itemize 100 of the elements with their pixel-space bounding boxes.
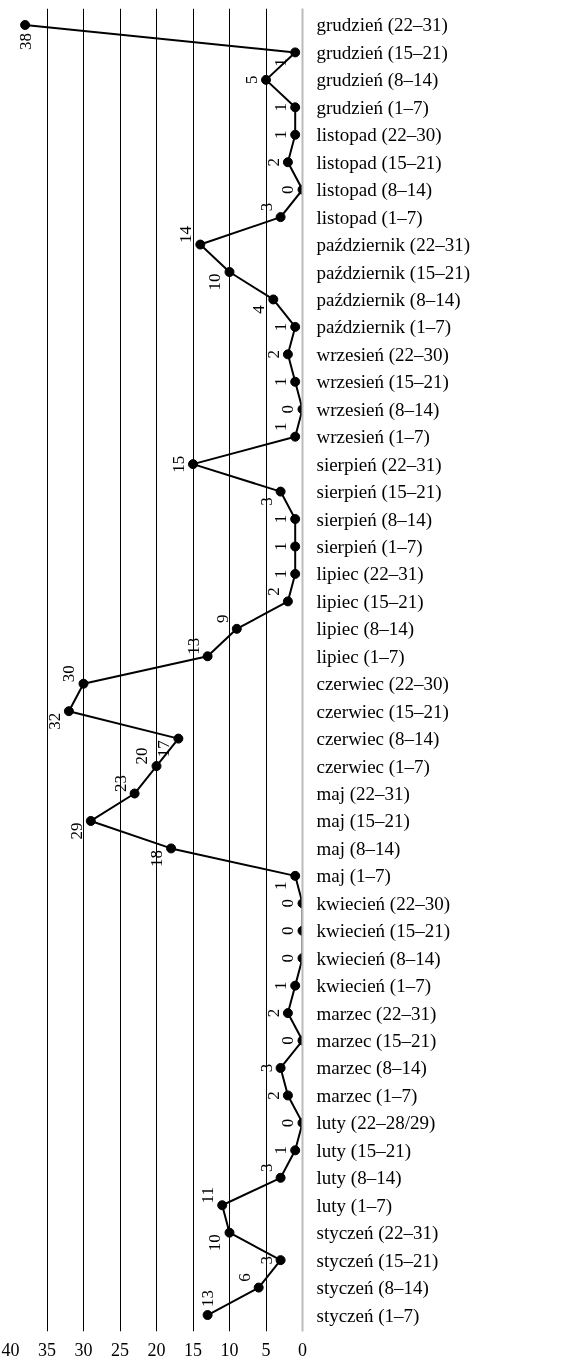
y-tick-label: listopad (8–14) <box>316 179 433 202</box>
data-label: 6 <box>234 1273 254 1282</box>
point <box>290 129 301 140</box>
data-label: 4 <box>249 304 269 314</box>
data-label: 10 <box>205 273 225 291</box>
point <box>290 1145 301 1156</box>
point <box>63 706 74 717</box>
x-tick-label: 30 <box>74 1339 93 1360</box>
point <box>20 19 31 30</box>
data-label: 1 <box>271 1146 291 1155</box>
data-label: 20 <box>132 747 152 765</box>
data-label: 0 <box>278 899 298 908</box>
y-tick-label: kwiecień (1–7) <box>316 975 431 998</box>
point <box>151 761 162 772</box>
y-tick-label: listopad (22–30) <box>316 124 442 147</box>
y-tick-label: luty (22–28/29) <box>316 1112 436 1135</box>
y-tick-label: lipiec (22–31) <box>316 563 424 586</box>
x-tick-label: 35 <box>38 1339 56 1360</box>
point <box>290 47 301 58</box>
y-tick-label: sierpień (1–7) <box>316 535 423 558</box>
y-tick-label: czerwiec (8–14) <box>316 728 440 751</box>
y-tick-label: sierpień (8–14) <box>316 508 433 531</box>
y-tick-label: lipiec (1–7) <box>316 645 405 668</box>
point <box>290 980 301 991</box>
y-tick-label: sierpień (22–31) <box>316 453 442 476</box>
y-tick-label: listopad (1–7) <box>316 206 423 229</box>
point <box>202 651 213 662</box>
data-label: 14 <box>176 225 196 244</box>
y-tick-label: marzec (8–14) <box>316 1057 427 1080</box>
data-label: 30 <box>59 665 79 683</box>
y-tick-label: wrzesień (8–14) <box>316 398 440 421</box>
y-tick-label: styczeń (22–31) <box>316 1222 439 1245</box>
y-tick-label: kwiecień (8–14) <box>316 947 441 970</box>
data-label: 15 <box>169 455 188 473</box>
data-label: 1 <box>271 881 291 891</box>
y-tick-label: lipiec (8–14) <box>316 618 415 641</box>
y-tick-label: marzec (1–7) <box>316 1084 418 1107</box>
point <box>224 267 235 277</box>
x-tick-label: 10 <box>220 1339 239 1360</box>
y-tick-label: marzec (22–31) <box>316 1002 437 1025</box>
data-label: 1 <box>271 569 291 579</box>
y-tick-label: styczeń (1–7) <box>316 1304 420 1327</box>
y-tick-label: maj (22–31) <box>316 783 410 806</box>
y-tick-label: październik (15–21) <box>316 261 471 284</box>
point <box>275 1255 286 1266</box>
point <box>282 1090 293 1101</box>
data-label: 2 <box>263 587 283 596</box>
data-label: 1 <box>271 103 291 112</box>
point <box>268 294 279 305</box>
data-label: 0 <box>278 404 298 414</box>
y-tick-label: styczeń (15–21) <box>316 1249 439 1272</box>
data-label: 1 <box>271 130 291 140</box>
point <box>275 486 286 497</box>
point <box>188 459 198 470</box>
point <box>290 376 301 387</box>
y-tick-label: lipiec (15–21) <box>316 590 424 613</box>
point <box>290 870 301 881</box>
y-tick-label: styczeń (8–14) <box>316 1277 429 1300</box>
y-tick-label: luty (1–7) <box>316 1194 392 1217</box>
data-label: 2 <box>263 1008 283 1018</box>
point <box>282 596 293 607</box>
y-tick-label: kwiecień (15–21) <box>316 920 450 943</box>
data-label: 10 <box>205 1234 225 1252</box>
point <box>290 102 301 113</box>
point <box>290 541 301 552</box>
y-tick-label: maj (15–21) <box>316 810 410 833</box>
y-tick-label: październik (22–31) <box>316 234 471 257</box>
data-label: 0 <box>278 1036 298 1045</box>
y-tick-label: październik (8–14) <box>316 288 461 311</box>
x-tick-label: 15 <box>184 1339 202 1360</box>
data-label: 5 <box>242 75 261 85</box>
y-tick-label: czerwiec (15–21) <box>316 700 449 723</box>
data-label: 1 <box>271 514 291 524</box>
data-label: 0 <box>278 926 298 936</box>
data-label: 0 <box>278 1118 298 1128</box>
y-tick-label: sierpień (15–21) <box>316 481 442 504</box>
point <box>261 74 271 85</box>
point <box>275 1172 286 1183</box>
data-label: 1 <box>271 981 291 990</box>
data-label: 1 <box>271 542 291 551</box>
y-tick-label: wrzesień (15–21) <box>316 371 449 394</box>
x-tick-label: 25 <box>111 1339 129 1360</box>
point <box>282 349 293 360</box>
data-label: 29 <box>66 822 86 840</box>
point <box>173 733 184 744</box>
data-label: 0 <box>278 185 298 194</box>
data-label: 1 <box>271 422 291 431</box>
x-tick-label: 5 <box>261 1339 271 1360</box>
x-tick-label: 0 <box>298 1339 307 1360</box>
y-tick-label: grudzień (1–7) <box>316 96 429 119</box>
y-tick-label: luty (15–21) <box>316 1139 411 1162</box>
point <box>166 843 177 854</box>
point <box>275 1063 286 1073</box>
data-label: 1 <box>271 322 291 332</box>
y-tick-label: czerwiec (22–30) <box>316 673 449 696</box>
point <box>290 568 301 579</box>
y-tick-label: marzec (15–21) <box>316 1030 437 1053</box>
point <box>195 239 206 250</box>
y-tick-label: kwiecień (22–30) <box>316 892 450 915</box>
data-label: 1 <box>271 377 291 387</box>
